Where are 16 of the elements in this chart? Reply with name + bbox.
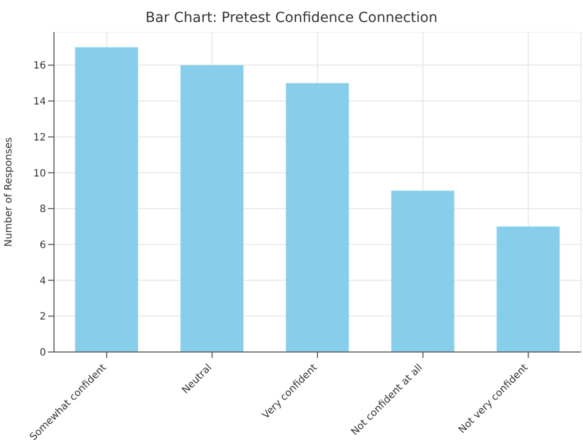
y-tick-label: 16 bbox=[33, 60, 46, 72]
y-tick-label: 0 bbox=[40, 348, 46, 359]
bar bbox=[496, 226, 560, 352]
bar bbox=[75, 47, 138, 352]
y-tick-label: 14 bbox=[33, 96, 46, 108]
y-tick-label: 12 bbox=[33, 132, 46, 144]
bar bbox=[391, 190, 454, 352]
y-tick-label: 10 bbox=[33, 168, 46, 180]
chart-title: Bar Chart: Pretest Confidence Connection bbox=[144, 9, 438, 28]
y-tick-label: 4 bbox=[40, 276, 46, 287]
y-axis-title: Number of Responses bbox=[4, 137, 15, 247]
bar bbox=[180, 65, 244, 352]
y-tick-label: 6 bbox=[40, 240, 46, 251]
y-tick-label: 8 bbox=[40, 204, 46, 216]
y-tick-label: 2 bbox=[40, 312, 46, 323]
bar bbox=[286, 83, 349, 352]
